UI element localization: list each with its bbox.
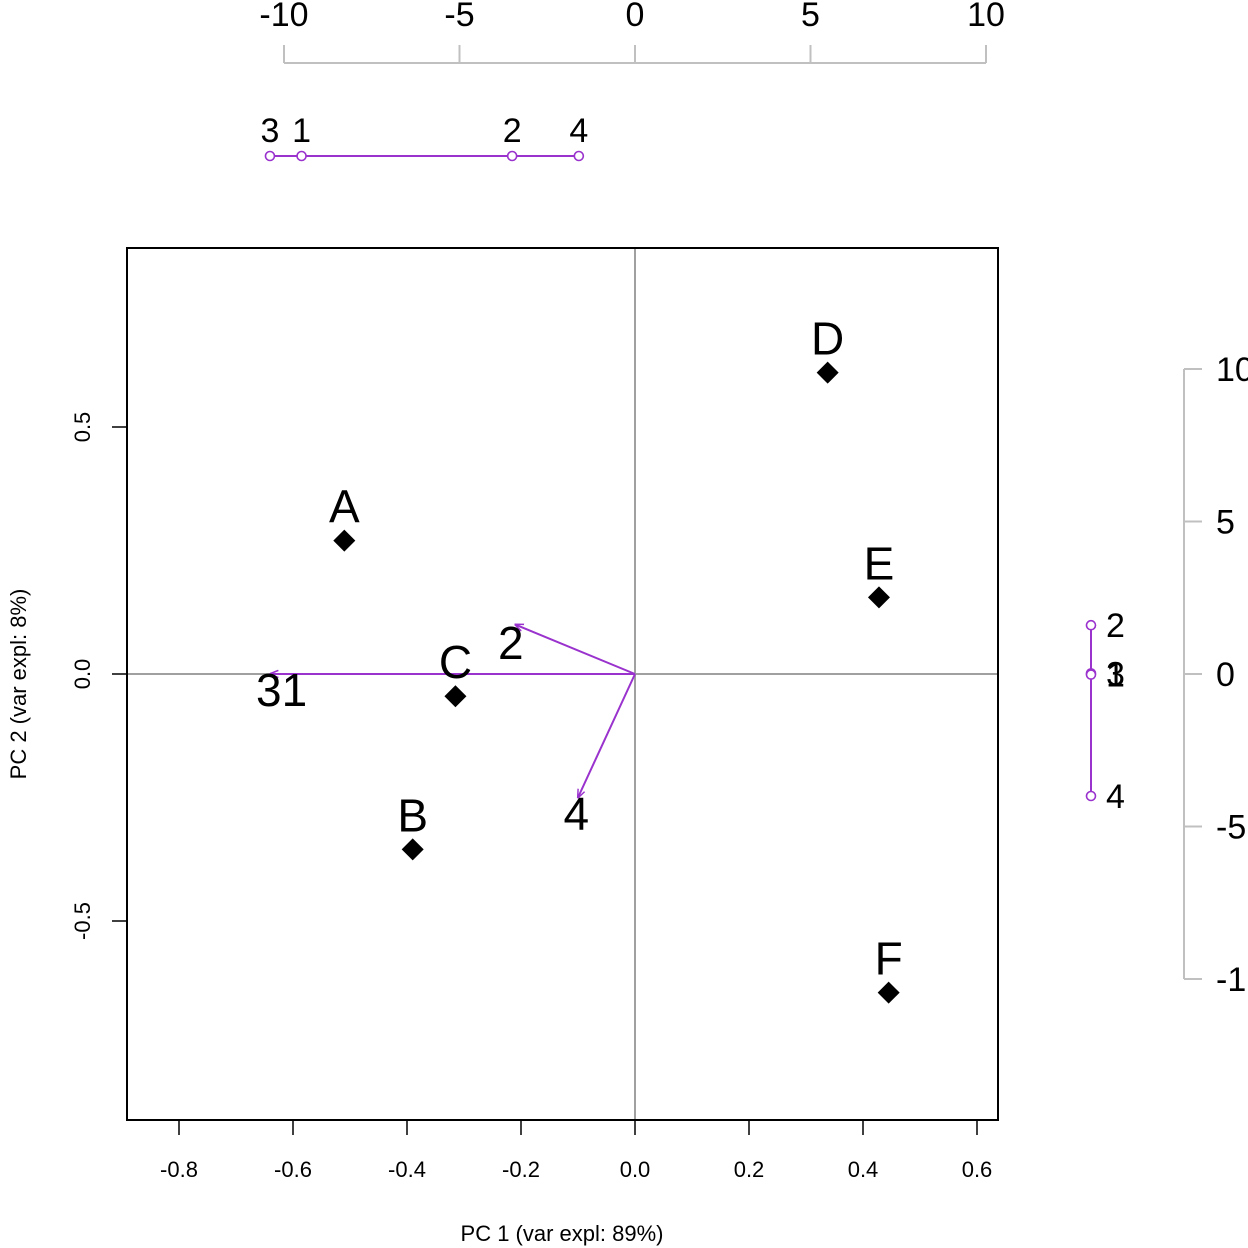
- right-tick-label: 5: [1216, 504, 1235, 542]
- x-tick-label: 0.0: [620, 1157, 651, 1182]
- sample-label-D: D: [811, 313, 844, 365]
- sample-label-E: E: [864, 537, 895, 589]
- top-variable-label-4: 4: [569, 112, 588, 150]
- x-tick-label: -0.8: [160, 1157, 198, 1182]
- top-tick-label: -10: [259, 0, 308, 34]
- variable-arrows: [270, 625, 636, 798]
- y-axis-title: PC 2 (var expl: 8%): [6, 589, 31, 780]
- top-variable-label-1: 1: [292, 112, 311, 150]
- top-tick-label: 5: [801, 0, 820, 34]
- plot-area: A B C D E F 2 31 4: [126, 247, 999, 1121]
- x-axis-title: PC 1 (var expl: 89%): [461, 1221, 664, 1246]
- right-variable-point-2: [1085, 619, 1097, 631]
- sample-point-C: [444, 685, 467, 708]
- x-tick-label: 0.4: [848, 1157, 879, 1182]
- top-margin-scale: -10 -5 0 5 10: [259, 0, 1005, 64]
- right-tick-label: 10: [1216, 351, 1248, 389]
- sample-label-B: B: [397, 789, 428, 841]
- right-marginal-axis: 10 5 0 -5 -1 2 31 4: [1085, 351, 1248, 999]
- top-variable-label-3: 3: [260, 112, 279, 150]
- right-variable-label-1: 1: [1106, 657, 1125, 695]
- y-tick-label: -0.5: [70, 902, 95, 940]
- right-variable-point-1: [1085, 669, 1097, 680]
- sample-point-A: [333, 529, 356, 552]
- top-variable-point-4: [573, 150, 585, 162]
- variable-labels: 2 31 4: [256, 617, 589, 839]
- variable-label: 31: [256, 664, 307, 716]
- right-variable-point-4: [1085, 790, 1097, 802]
- right-margin-variables: 2 31 4: [1085, 607, 1125, 816]
- top-tick-label: 10: [967, 0, 1005, 34]
- y-tick-label: 0.0: [70, 659, 95, 690]
- x-axis: -0.8 -0.6 -0.4 -0.2 0.0 0.2 0.4 0.6: [160, 1119, 993, 1182]
- x-tick-label: -0.4: [388, 1157, 426, 1182]
- right-tick-label: -1: [1216, 961, 1246, 999]
- y-axis: -0.5 0.0 0.5: [70, 412, 128, 940]
- right-tick-label: 0: [1216, 656, 1235, 694]
- variable-arrow-2: [515, 625, 636, 675]
- right-variable-label-3: 3: [1106, 655, 1125, 693]
- sample-points: A B C D E F: [329, 313, 903, 1004]
- right-variable-label-2: 2: [1106, 607, 1125, 645]
- right-margin-scale: 10 5 0 -5 -1: [1183, 351, 1248, 999]
- y-tick-label: 0.5: [70, 412, 95, 443]
- sample-point-D: [816, 361, 839, 384]
- top-variable-point-2: [506, 150, 518, 162]
- right-variable-label-4: 4: [1106, 778, 1125, 816]
- sample-label-A: A: [329, 481, 360, 533]
- top-variable-label-2: 2: [503, 112, 522, 150]
- sample-label-F: F: [875, 933, 903, 985]
- sample-point-B: [401, 838, 424, 861]
- top-variable-point-1: [296, 150, 307, 162]
- variable-label: 4: [563, 788, 589, 840]
- sample-point-E: [867, 586, 890, 609]
- x-tick-label: -0.2: [502, 1157, 540, 1182]
- top-tick-label: 0: [626, 0, 645, 34]
- sample-point-F: [877, 981, 900, 1004]
- top-tick-label: -5: [444, 0, 474, 34]
- x-tick-label: -0.6: [274, 1157, 312, 1182]
- x-tick-label: 0.2: [734, 1157, 765, 1182]
- variable-label: 2: [498, 617, 524, 669]
- x-tick-label: 0.6: [962, 1157, 993, 1182]
- variable-arrow-4: [578, 673, 636, 798]
- top-variable-point-3: [264, 150, 276, 162]
- right-tick-label: -5: [1216, 809, 1246, 847]
- sample-label-C: C: [439, 636, 472, 688]
